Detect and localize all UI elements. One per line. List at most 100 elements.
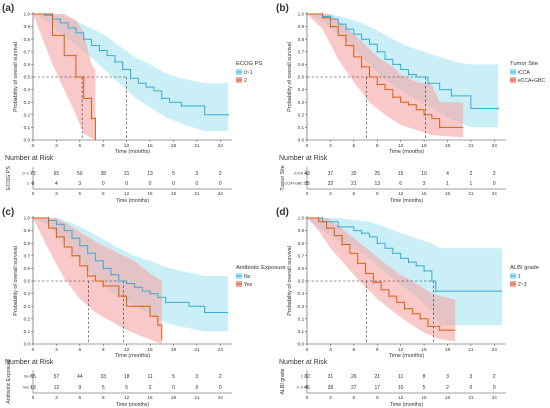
risk-value: 5 <box>172 374 175 380</box>
legend: ECOG PS 0~1 2 <box>236 61 263 84</box>
risk-x-tick-label: 21 <box>194 191 200 196</box>
risk-x-tick-label: 3 <box>55 191 58 196</box>
y-tick-label: 0.7 <box>298 49 305 54</box>
legend-title: ECOG PS <box>236 61 263 67</box>
y-tick-label: 0.4 <box>298 291 305 296</box>
risk-value: 11 <box>398 374 403 380</box>
risk-value: 32 <box>351 171 357 177</box>
survival-curve-2 <box>33 13 96 140</box>
panel-label: (b) <box>276 3 289 14</box>
y-tick-label: 0.3 <box>24 100 31 105</box>
risk-value: 2 <box>149 385 152 391</box>
legend: Antibiotic Exposure No Yes <box>236 265 286 288</box>
y-tick-label: 0.5 <box>298 75 305 80</box>
risk-table-title: Number at Risk <box>5 359 54 366</box>
risk-x-tick-label: 6 <box>353 191 356 196</box>
y-tick-label: 0.6 <box>24 266 31 271</box>
km-panel-1: (a) 0.0 0.1 0.2 0.3 0.4 0.5 0.6 0.7 0.8 0.9 1.0 0 3 6 9… <box>2 3 263 204</box>
x-tick-label: 0 <box>306 347 309 353</box>
risk-value: 0 <box>195 385 198 391</box>
y-tick-label: 0.4 <box>298 87 305 92</box>
risk-x-tick-label: 9 <box>376 191 379 196</box>
risk-value: 0 <box>195 181 198 187</box>
legend-entry: iCCA <box>518 70 530 76</box>
survival-curve-2 <box>33 217 163 341</box>
risk-x-tick-label: 15 <box>421 395 427 400</box>
x-tick-label: 6 <box>352 347 355 353</box>
risk-value: 5 <box>102 385 105 391</box>
risk-row-label: eCCA+GBC <box>282 182 303 186</box>
risk-value: 0 <box>493 385 496 391</box>
x-tick-label: 9 <box>376 347 379 353</box>
risk-value: 8 <box>423 374 426 380</box>
y-tick-label: 0.9 <box>24 24 31 29</box>
risk-value: 13 <box>147 171 153 177</box>
x-tick-label: 18 <box>171 143 177 149</box>
y-tick-label: 0.5 <box>298 279 305 284</box>
x-tick-label: 18 <box>445 143 451 149</box>
y-tick-label: 0.5 <box>24 75 31 80</box>
y-tick-label: 0.6 <box>298 62 305 67</box>
x-tick-label: 24 <box>218 143 224 149</box>
risk-value: 12 <box>54 385 60 391</box>
x-axis-title: Time (months) <box>389 149 424 155</box>
risk-value: 26 <box>351 374 357 380</box>
y-axis-title: Probability of overall survival <box>13 246 19 316</box>
km-panel-3: (c) 0.0 0.1 0.2 0.3 0.4 0.5 0.6 0.7 0.8 0.9 1.0 0 3 6 9… <box>2 207 286 408</box>
y-tick-label: 0.6 <box>298 266 305 271</box>
y-tick-label: 0.9 <box>298 24 305 29</box>
x-tick-label: 15 <box>421 143 427 149</box>
x-tick-label: 24 <box>492 347 498 353</box>
risk-row-label: No <box>24 375 29 379</box>
risk-value: 38 <box>100 171 106 177</box>
survival-curve-1 <box>33 217 229 313</box>
y-tick-label: 0.4 <box>24 291 31 296</box>
x-tick-label: 0 <box>306 143 309 149</box>
risk-x-tick-label: 24 <box>492 191 498 196</box>
risk-x-tick-label: 24 <box>218 395 224 400</box>
y-tick-label: 0.7 <box>24 253 31 258</box>
risk-x-tick-label: 24 <box>492 395 498 400</box>
legend-title: Tumor Site <box>510 61 538 67</box>
x-tick-label: 21 <box>468 143 474 149</box>
risk-value: 13 <box>374 181 380 187</box>
risk-x-tick-label: 9 <box>102 191 105 196</box>
x-tick-label: 15 <box>147 347 153 353</box>
y-axis-title: Probability of overall survival <box>13 42 19 112</box>
risk-value: 0 <box>493 181 496 187</box>
risk-value: 5 <box>423 385 426 391</box>
risk-x-axis-title: Time (months) <box>390 198 424 204</box>
panel-label: (d) <box>276 207 289 218</box>
y-tick-label: 0.6 <box>24 62 31 67</box>
risk-value: 11 <box>147 374 152 380</box>
risk-x-tick-label: 0 <box>32 395 35 400</box>
risk-x-tick-label: 15 <box>147 395 153 400</box>
x-axis-title: Time (months) <box>115 353 150 359</box>
legend-entry: 0~1 <box>244 70 253 76</box>
y-tick-label: 0.8 <box>24 37 31 42</box>
risk-x-tick-label: 9 <box>376 395 379 400</box>
risk-x-tick-label: 9 <box>102 395 105 400</box>
risk-x-tick-label: 18 <box>171 395 177 400</box>
ci-band-2 <box>307 218 456 342</box>
legend: Tumor Site iCCA eCCA+GBC <box>510 61 545 84</box>
risk-value: 10 <box>421 171 427 177</box>
y-tick-label: 0.0 <box>24 138 31 143</box>
risk-value: 38 <box>328 385 334 391</box>
risk-value: 21 <box>351 181 357 187</box>
risk-table-title: Number at Risk <box>5 155 54 162</box>
x-tick-label: 0 <box>32 347 35 353</box>
x-tick-label: 15 <box>147 143 153 149</box>
risk-value: 3 <box>195 171 198 177</box>
y-tick-label: 1.0 <box>24 12 31 17</box>
risk-value: 4 <box>446 171 449 177</box>
legend-entry: eCCA+GBC <box>518 78 545 84</box>
x-tick-label: 3 <box>55 347 58 353</box>
x-tick-label: 21 <box>194 143 200 149</box>
x-tick-label: 3 <box>55 143 58 149</box>
x-tick-label: 6 <box>78 347 81 353</box>
y-tick-label: 0.8 <box>24 241 31 246</box>
risk-table-title: Number at Risk <box>279 155 328 162</box>
